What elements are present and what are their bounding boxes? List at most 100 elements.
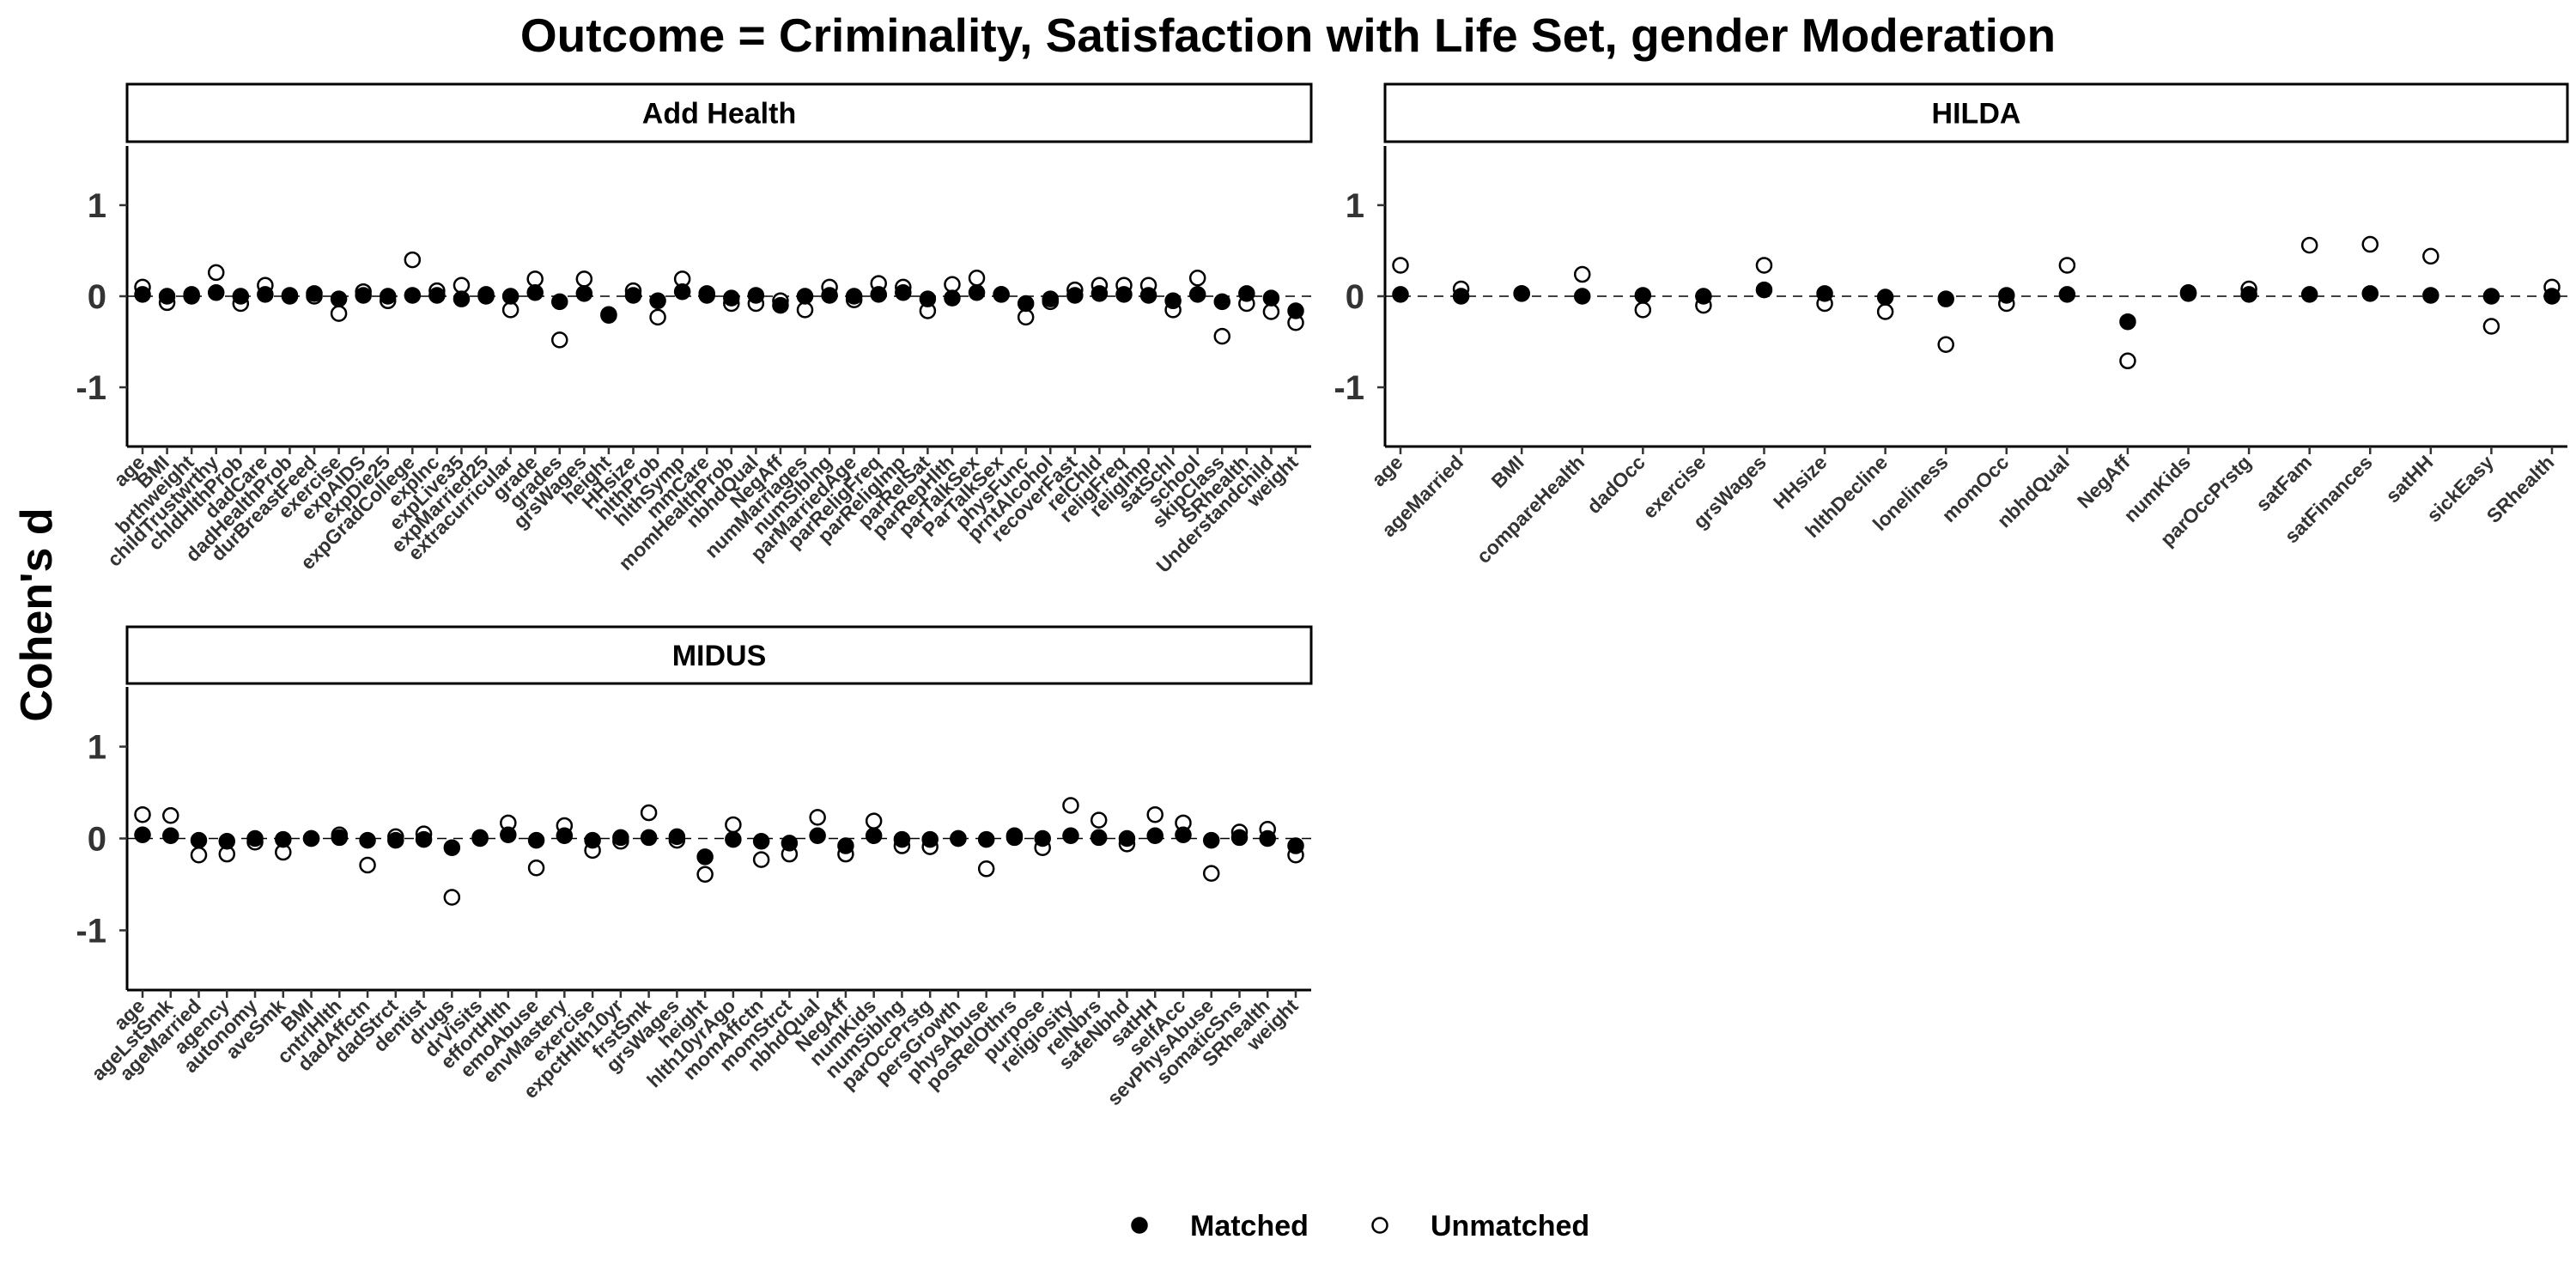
matched-point-midus <box>1175 826 1192 843</box>
matched-point-add-health <box>1188 286 1206 303</box>
strip-box-add-health <box>125 82 1313 143</box>
matched-point-add-health <box>821 287 838 304</box>
panel-add-health: Add Health10-1ageBMIbrthweightchildTrust… <box>76 82 1313 577</box>
matched-point-add-health <box>1164 292 1182 310</box>
matched-point-add-health <box>1115 286 1133 303</box>
matched-point-midus <box>809 827 826 845</box>
unmatched-point-midus <box>190 847 208 864</box>
matched-point-midus <box>500 826 517 843</box>
matched-point-hilda <box>1695 288 1712 305</box>
matched-point-add-health <box>1238 285 1255 302</box>
unmatched-point-midus <box>977 860 995 878</box>
matched-point-add-health <box>919 290 937 307</box>
panel-midus: MIDUS10-1ageageLstSmkageMarriedagencyaut… <box>76 625 1313 1109</box>
matched-point-add-health <box>404 287 422 304</box>
matched-point-add-health <box>183 286 200 303</box>
x-tick-label: age <box>1367 451 1406 490</box>
matched-point-add-health <box>673 283 691 301</box>
unmatched-point-midus <box>1202 865 1220 882</box>
matched-point-add-health <box>477 288 495 305</box>
matched-point-add-health <box>355 287 372 304</box>
matched-point-midus <box>443 839 461 856</box>
matched-point-hilda <box>2422 287 2439 304</box>
matched-point-midus <box>415 830 433 848</box>
matched-point-midus <box>331 829 349 847</box>
x-tick-label: SRhealth <box>2482 451 2559 527</box>
matched-point-midus <box>1146 827 1163 845</box>
matched-point-add-health <box>330 290 348 307</box>
y-tick-label: 1 <box>88 187 106 225</box>
unmatched-point-hilda <box>2300 236 2318 254</box>
strip-label-add-health: Add Health <box>642 98 796 131</box>
unmatched-point-add-health <box>501 301 519 319</box>
matched-point-hilda <box>1998 287 2015 304</box>
strip-box-hilda <box>1383 82 2569 143</box>
matched-point-midus <box>1287 837 1304 854</box>
y-tick-label: 0 <box>88 278 106 316</box>
unmatched-point-midus <box>640 804 658 822</box>
matched-point-add-health <box>600 306 617 323</box>
matched-point-add-health <box>968 284 986 301</box>
matched-point-hilda <box>2300 286 2318 303</box>
unmatched-point-hilda <box>1937 336 1954 353</box>
matched-point-add-health <box>501 288 519 305</box>
matched-point-hilda <box>1513 285 1530 302</box>
matched-point-midus <box>1062 827 1079 845</box>
unmatched-point-hilda <box>2058 257 2076 274</box>
figure-title: Outcome = Criminality, Satisfaction with… <box>520 9 2056 62</box>
matched-point-midus <box>359 831 376 849</box>
unmatched-point-midus <box>1146 805 1163 823</box>
matched-point-add-health <box>453 290 471 307</box>
unmatched-point-hilda <box>1573 265 1591 283</box>
y-tick-label: 1 <box>1346 187 1364 225</box>
unmatched-point-add-health <box>1262 303 1280 320</box>
unmatched-point-add-health <box>207 264 225 282</box>
matched-point-add-health <box>526 284 544 301</box>
matched-point-add-health <box>624 287 642 304</box>
matched-point-add-health <box>1091 285 1109 302</box>
matched-point-midus <box>246 829 264 848</box>
panels: Add Health10-1ageBMIbrthweightchildTrust… <box>76 82 2569 1109</box>
unmatched-point-add-health <box>1017 308 1035 326</box>
matched-point-midus <box>668 828 686 846</box>
matched-point-midus <box>134 826 151 843</box>
matched-point-midus <box>471 829 489 847</box>
matched-point-hilda <box>2179 284 2197 301</box>
matched-point-midus <box>640 829 658 847</box>
y-tick-label: 1 <box>88 729 106 767</box>
matched-point-add-health <box>428 287 446 304</box>
matched-point-midus <box>387 831 404 849</box>
unmatched-point-midus <box>134 805 151 823</box>
unmatched-point-hilda <box>1392 257 1409 274</box>
matched-point-hilda <box>1452 288 1470 305</box>
matched-point-midus <box>752 832 770 850</box>
unmatched-point-midus <box>752 851 770 868</box>
unmatched-point-midus <box>1062 797 1079 814</box>
matched-point-midus <box>921 830 939 848</box>
matched-point-midus <box>584 831 601 849</box>
matched-point-midus <box>302 829 320 848</box>
strip-box-midus <box>125 625 1313 685</box>
unmatched-point-midus <box>865 812 883 829</box>
matched-point-midus <box>781 835 799 852</box>
unmatched-point-add-health <box>551 331 568 349</box>
matched-point-midus <box>893 830 911 848</box>
unmatched-point-add-health <box>944 276 961 293</box>
matched-point-add-health <box>845 288 863 305</box>
unmatched-point-add-health <box>796 301 814 319</box>
unmatched-point-midus <box>162 807 179 824</box>
matched-point-add-health <box>1262 289 1280 307</box>
matched-point-add-health <box>158 288 176 305</box>
matched-point-midus <box>950 829 967 848</box>
matched-point-add-health <box>1213 293 1231 311</box>
matched-point-add-health <box>575 285 593 302</box>
matched-point-add-health <box>379 288 397 305</box>
unmatched-point-hilda <box>2119 352 2136 370</box>
matched-point-add-health <box>306 285 323 302</box>
matched-point-add-health <box>796 288 814 305</box>
strip-label-midus: MIDUS <box>672 640 767 672</box>
matched-point-hilda <box>2482 288 2500 305</box>
unmatched-point-hilda <box>2361 235 2379 253</box>
